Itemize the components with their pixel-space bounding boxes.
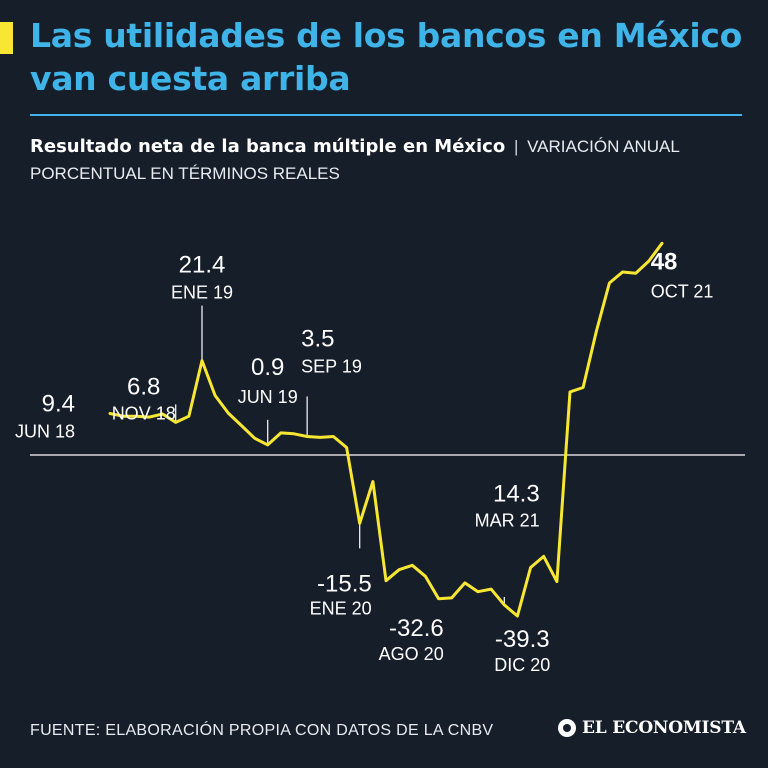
page-title: Las utilidades de los bancos en México v… bbox=[30, 16, 743, 98]
annotation-leaders bbox=[175, 305, 505, 605]
publisher-logo: EL ECONOMISTA bbox=[558, 718, 746, 738]
chart-subtitle: Resultado neta de la banca múltiple en M… bbox=[30, 133, 742, 187]
annotations: 9.4 JUN 18 6.8 NOV 18 21.4 ENE 19 0.9 JUN 19 3.5… bbox=[15, 248, 713, 675]
annotation-date: OCT 21 bbox=[651, 281, 714, 301]
logo-text: EL ECONOMISTA bbox=[582, 718, 746, 738]
annotation-value: -15.5 bbox=[317, 570, 372, 597]
title-divider bbox=[30, 114, 742, 116]
subtitle-separator: | bbox=[513, 137, 519, 156]
annotation-value: 3.5 bbox=[301, 325, 334, 352]
logo-icon bbox=[558, 719, 576, 737]
series-line bbox=[108, 241, 664, 618]
annotation-value: 14.3 bbox=[493, 480, 540, 507]
annotation-date: MAR 21 bbox=[475, 510, 540, 530]
annotation-date: DIC 20 bbox=[494, 655, 550, 675]
source-note: FUENTE: ELABORACIÓN PROPIA CON DATOS DE … bbox=[30, 722, 494, 739]
subtitle-main: Resultado neta de la banca múltiple en M… bbox=[30, 136, 506, 157]
annotation-date: JUN 19 bbox=[238, 387, 298, 407]
annotation-value: -39.3 bbox=[495, 626, 550, 653]
annotation-date: ENE 20 bbox=[310, 598, 372, 618]
subtitle-unit: Variación anual porcentual en términos r… bbox=[30, 137, 680, 183]
annotation-value: 9.4 bbox=[42, 391, 75, 418]
annotation-date: JUN 18 bbox=[15, 422, 75, 442]
annotation-date: ENE 19 bbox=[171, 283, 233, 303]
annotation-value: 48 bbox=[651, 248, 678, 275]
annotation-value: 0.9 bbox=[251, 354, 284, 381]
annotation-value: 6.8 bbox=[127, 373, 160, 400]
annotation-date: AGO 20 bbox=[379, 644, 444, 664]
annotation-value: 21.4 bbox=[179, 252, 226, 279]
annotation-value: -32.6 bbox=[389, 615, 444, 642]
annotation-date: NOV 18 bbox=[112, 403, 176, 423]
accent-bar bbox=[0, 22, 13, 54]
annotation-date: SEP 19 bbox=[301, 356, 362, 376]
